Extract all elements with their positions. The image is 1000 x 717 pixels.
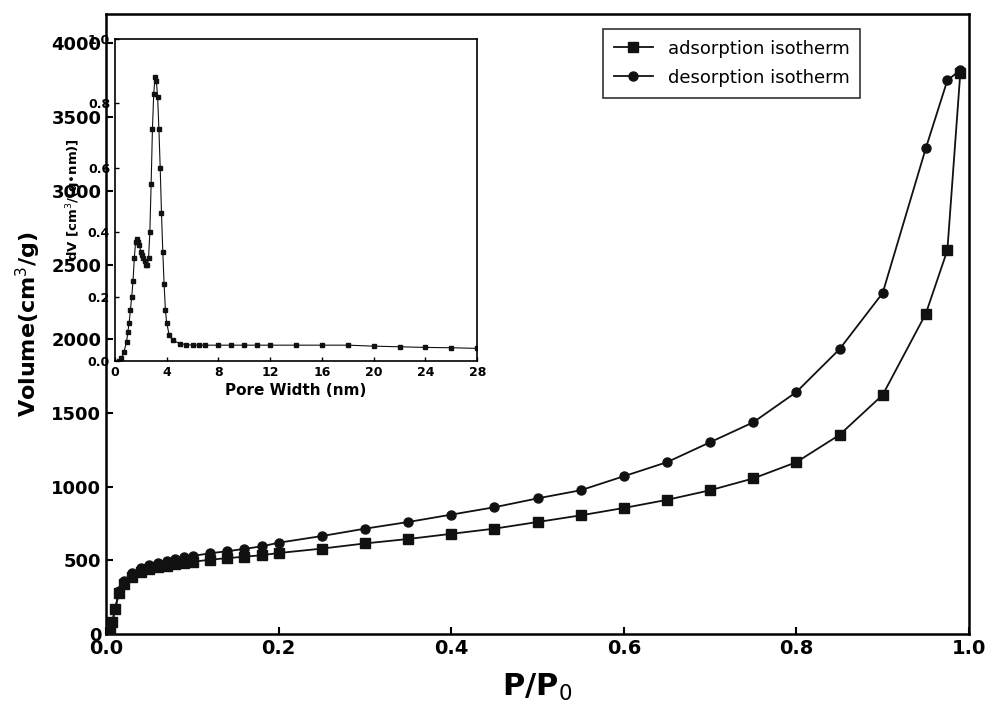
desorption isotherm <box>834 345 846 353</box>
adsorption isotherm <box>143 565 155 574</box>
Legend: adsorption isotherm, desorption isotherm: adsorption isotherm, desorption isotherm <box>603 29 860 98</box>
desorption isotherm <box>273 538 285 547</box>
adsorption isotherm <box>402 535 414 543</box>
desorption isotherm <box>109 605 121 614</box>
desorption isotherm <box>126 569 138 577</box>
desorption isotherm <box>532 494 544 503</box>
adsorption isotherm <box>954 69 966 77</box>
desorption isotherm <box>238 545 250 554</box>
desorption isotherm <box>954 66 966 75</box>
adsorption isotherm <box>661 495 673 504</box>
desorption isotherm <box>169 555 181 564</box>
desorption isotherm <box>402 518 414 526</box>
adsorption isotherm <box>113 589 125 597</box>
adsorption isotherm <box>106 618 118 627</box>
desorption isotherm <box>113 587 125 596</box>
adsorption isotherm <box>161 561 173 570</box>
desorption isotherm <box>178 553 190 561</box>
desorption isotherm <box>204 549 216 558</box>
adsorption isotherm <box>618 503 630 512</box>
desorption isotherm <box>187 551 199 560</box>
Line: adsorption isotherm: adsorption isotherm <box>105 68 965 635</box>
adsorption isotherm <box>256 551 268 559</box>
desorption isotherm <box>106 618 118 627</box>
desorption isotherm <box>316 532 328 541</box>
desorption isotherm <box>118 576 130 585</box>
desorption isotherm <box>359 524 371 533</box>
desorption isotherm <box>920 144 932 153</box>
desorption isotherm <box>104 625 116 634</box>
Line: desorption isotherm: desorption isotherm <box>105 65 965 635</box>
adsorption isotherm <box>445 530 457 538</box>
adsorption isotherm <box>747 474 759 483</box>
adsorption isotherm <box>834 430 846 439</box>
adsorption isotherm <box>152 563 164 571</box>
desorption isotherm <box>161 556 173 565</box>
desorption isotherm <box>747 418 759 427</box>
desorption isotherm <box>221 547 233 556</box>
desorption isotherm <box>575 486 587 495</box>
adsorption isotherm <box>316 544 328 553</box>
desorption isotherm <box>143 561 155 569</box>
desorption isotherm <box>135 564 147 572</box>
adsorption isotherm <box>126 572 138 581</box>
adsorption isotherm <box>488 524 500 533</box>
X-axis label: P/P$_0$: P/P$_0$ <box>502 672 573 703</box>
adsorption isotherm <box>877 391 889 399</box>
adsorption isotherm <box>178 559 190 567</box>
adsorption isotherm <box>359 539 371 548</box>
adsorption isotherm <box>920 310 932 318</box>
adsorption isotherm <box>135 568 147 576</box>
adsorption isotherm <box>104 625 116 634</box>
adsorption isotherm <box>187 558 199 566</box>
desorption isotherm <box>256 542 268 551</box>
desorption isotherm <box>661 458 673 467</box>
adsorption isotherm <box>221 554 233 563</box>
adsorption isotherm <box>238 552 250 561</box>
desorption isotherm <box>618 472 630 480</box>
adsorption isotherm <box>941 246 953 255</box>
desorption isotherm <box>152 559 164 567</box>
desorption isotherm <box>488 503 500 511</box>
adsorption isotherm <box>118 580 130 589</box>
adsorption isotherm <box>704 486 716 495</box>
adsorption isotherm <box>169 560 181 569</box>
adsorption isotherm <box>790 458 802 467</box>
adsorption isotherm <box>575 511 587 520</box>
desorption isotherm <box>445 511 457 519</box>
adsorption isotherm <box>204 556 216 564</box>
desorption isotherm <box>704 438 716 447</box>
adsorption isotherm <box>273 549 285 557</box>
desorption isotherm <box>790 388 802 397</box>
desorption isotherm <box>941 76 953 85</box>
adsorption isotherm <box>532 518 544 526</box>
desorption isotherm <box>877 289 889 298</box>
Y-axis label: Volume(cm$^3$/g): Volume(cm$^3$/g) <box>14 231 43 417</box>
adsorption isotherm <box>109 605 121 614</box>
